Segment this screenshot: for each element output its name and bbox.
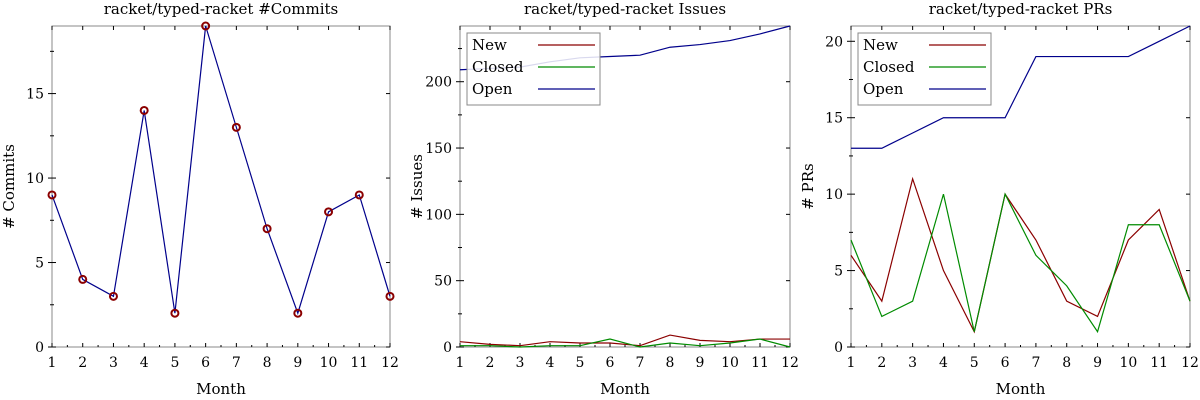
x-tick-label: 8 [666, 355, 675, 371]
legend: New Closed Open [857, 32, 992, 106]
x-tick-label: 12 [1181, 355, 1199, 371]
x-tick-label: 8 [1062, 355, 1071, 371]
x-tick-label: 12 [381, 355, 399, 371]
x-tick-label: 7 [1031, 355, 1040, 371]
data-point [385, 291, 395, 301]
x-tick-label: 2 [486, 355, 495, 371]
data-point [231, 122, 241, 132]
x-tick-label: 10 [1119, 355, 1137, 371]
y-axis-label: # Issues [408, 154, 426, 219]
data-point [139, 105, 149, 115]
y-tick-label: 10 [825, 187, 843, 203]
x-tick-label: 7 [232, 355, 241, 371]
data-point [108, 291, 118, 301]
x-tick-label: 3 [109, 355, 118, 371]
series-line-closed [460, 338, 791, 348]
x-tick-label: 4 [140, 355, 149, 371]
x-axis-label: Month [996, 380, 1046, 398]
y-tick-label: 200 [425, 75, 452, 91]
x-tick-label: 3 [516, 355, 525, 371]
series-line-0 [51, 25, 391, 316]
legend-label-new: New [472, 36, 507, 54]
x-tick-label: 5 [170, 355, 179, 371]
y-tick-label: 10 [26, 171, 44, 187]
y-tick-label: 0 [834, 340, 843, 356]
x-tick-label: 6 [606, 355, 615, 371]
plot-area [51, 25, 391, 348]
x-tick-label: 12 [781, 355, 799, 371]
x-tick-label: 8 [263, 355, 272, 371]
data-point [170, 308, 180, 318]
x-tick-label: 5 [970, 355, 979, 371]
x-tick-label: 2 [877, 355, 886, 371]
data-point [324, 207, 334, 217]
data-point [201, 21, 211, 31]
legend-label-open: Open [472, 80, 513, 98]
y-tick-label: 15 [26, 87, 44, 103]
data-point [354, 190, 364, 200]
x-tick-label: 5 [576, 355, 585, 371]
legend-label-closed: Closed [863, 58, 915, 76]
x-tick-label: 10 [721, 355, 739, 371]
x-axis-label: Month [196, 380, 246, 398]
y-tick-label: 100 [425, 207, 452, 223]
x-tick-label: 6 [201, 355, 210, 371]
x-tick-label: 9 [1093, 355, 1102, 371]
data-point [262, 224, 272, 234]
x-tick-label: 9 [696, 355, 705, 371]
x-tick-label: 1 [456, 355, 465, 371]
data-point [47, 190, 57, 200]
series-line-new [459, 334, 790, 347]
y-tick-label: 0 [443, 340, 452, 356]
y-tick-label: 5 [834, 264, 843, 280]
data-point [78, 274, 88, 284]
x-tick-label: 10 [320, 355, 338, 371]
x-tick-label: 11 [1150, 355, 1168, 371]
x-tick-label: 2 [78, 355, 87, 371]
y-tick-label: 0 [35, 340, 44, 356]
series-line-open [851, 25, 1191, 149]
legend: New Closed Open [466, 32, 601, 106]
legend-label-closed: Closed [472, 58, 524, 76]
x-tick-label: 1 [847, 355, 856, 371]
x-tick-label: 1 [48, 355, 57, 371]
data-point [293, 308, 303, 318]
x-tick-label: 7 [636, 355, 645, 371]
series-line-new [850, 176, 1191, 334]
x-axis-label: Month [600, 380, 650, 398]
x-tick-label: 6 [1001, 355, 1010, 371]
series-line-closed [850, 192, 1191, 334]
y-axis-label: # Commits [0, 144, 18, 229]
x-tick-label: 9 [293, 355, 302, 371]
x-tick-label: 3 [908, 355, 917, 371]
chart-title: racket/typed-racket #Commits [104, 0, 339, 18]
x-tick-label: 11 [350, 355, 368, 371]
y-tick-label: 150 [425, 141, 452, 157]
x-tick-label: 4 [546, 355, 555, 371]
y-tick-label: 20 [825, 34, 843, 50]
y-axis-label: # PRs [799, 163, 817, 209]
y-tick-label: 5 [35, 256, 44, 272]
y-tick-label: 50 [434, 274, 452, 290]
legend-label-open: Open [863, 80, 904, 98]
x-tick-label: 11 [751, 355, 769, 371]
chart-title: racket/typed-racket PRs [929, 0, 1113, 18]
y-tick-label: 15 [825, 111, 843, 127]
legend-label-new: New [863, 36, 898, 54]
x-tick-label: 4 [939, 355, 948, 371]
chart-title: racket/typed-racket Issues [524, 0, 726, 18]
